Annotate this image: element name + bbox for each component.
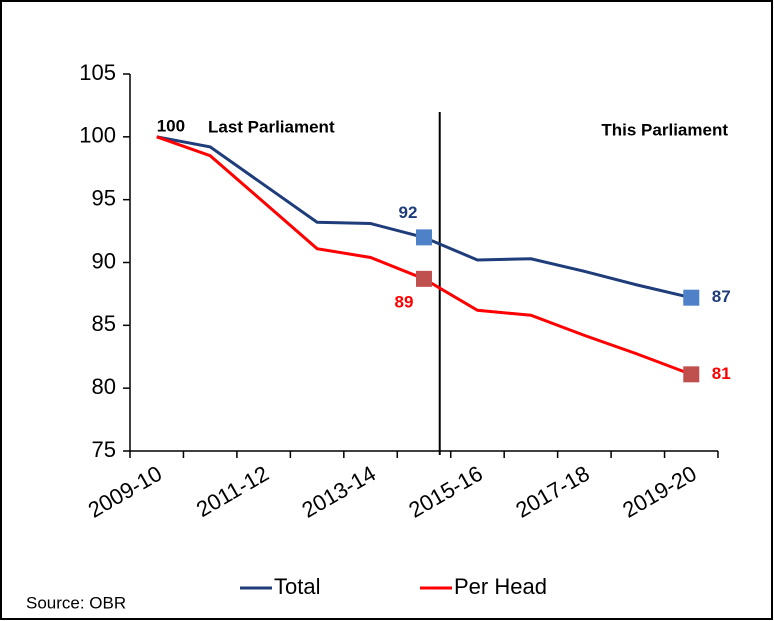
value-label: 100: [157, 116, 185, 135]
marker: [683, 366, 700, 383]
annotation: This Parliament: [601, 120, 728, 139]
y-tick-label: 95: [92, 185, 116, 210]
legend-label: Total: [274, 574, 320, 599]
y-tick-label: 85: [92, 311, 116, 336]
y-tick-label: 80: [92, 374, 116, 399]
marker: [416, 229, 432, 246]
value-label: 87: [712, 287, 731, 306]
annotation: Last Parliament: [208, 117, 335, 136]
value-label: 92: [399, 203, 418, 222]
value-label: 81: [712, 364, 731, 383]
y-tick-label: 105: [79, 60, 116, 85]
marker: [416, 270, 432, 287]
value-label: 89: [395, 292, 414, 311]
y-tick-label: 75: [92, 437, 116, 462]
y-tick-label: 90: [92, 248, 116, 273]
marker: [683, 289, 700, 306]
y-tick-label: 100: [79, 123, 116, 148]
source: Source: OBR: [26, 593, 126, 612]
legend-label: Per Head: [454, 574, 547, 599]
